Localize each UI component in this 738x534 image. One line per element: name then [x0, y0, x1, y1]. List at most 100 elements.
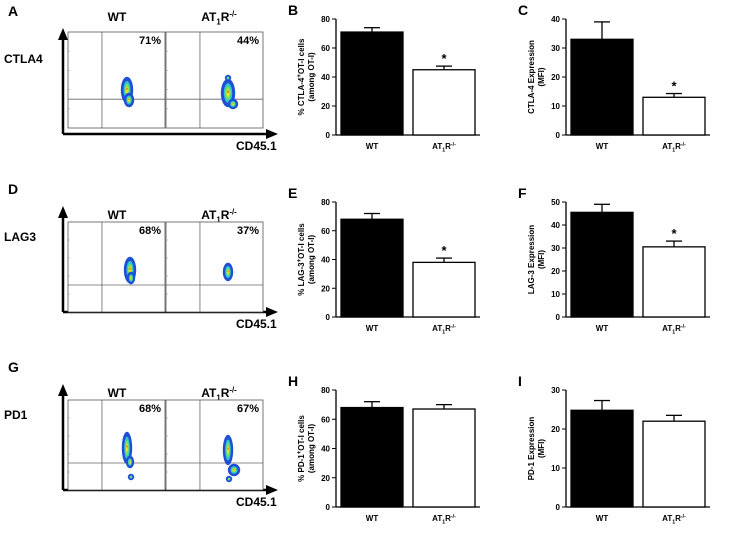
cd45-axis-label: CD45.1 — [236, 317, 277, 331]
ko-label-part: -/- — [681, 514, 686, 520]
ko-column-label: AT1R-/- — [201, 9, 237, 26]
ko-label-part: -/- — [681, 324, 686, 330]
ko-label-part: AT — [201, 386, 217, 400]
ko-label-part: -/- — [451, 324, 456, 330]
y-tick-label: 60 — [321, 44, 330, 53]
y-tick-label: 40 — [551, 221, 560, 230]
ko-label-part: R — [221, 208, 230, 222]
density-blob — [226, 89, 230, 97]
gate-percent: 71% — [139, 35, 161, 47]
density-blob — [128, 98, 130, 100]
y-axis-label-part: % CTLA-4 — [297, 77, 306, 115]
density-blob — [126, 445, 128, 448]
marker-label: LAG3 — [4, 230, 36, 244]
ko-label-part: 1 — [216, 216, 221, 225]
y-tick-label: 20 — [321, 474, 330, 483]
gate-percent: 44% — [237, 35, 259, 47]
cd45-axis-label: CD45.1 — [236, 495, 277, 509]
y-axis-label-part: OT-I cells — [297, 38, 306, 74]
ko-label-part: AT — [662, 142, 672, 151]
y-tick-label: 80 — [321, 386, 330, 395]
flow-panel-pd1: G PD1 CD45.1 WT AT1R-/- 68% 67% — [4, 359, 278, 509]
density-blob — [232, 102, 234, 106]
y-axis-label-part: OT-I cells — [297, 415, 306, 451]
bar-wt — [570, 38, 634, 136]
arrow-head — [266, 307, 278, 317]
ko-label-part: R — [675, 514, 681, 523]
density-plot-wt: 71% — [67, 31, 166, 129]
y-axis-label: % LAG-3+OT-I cells(among OT-I) — [297, 223, 316, 296]
significance-star: * — [441, 51, 447, 66]
x-tick-label: AT1R-/- — [662, 324, 686, 335]
y-axis-label-part: + — [297, 450, 303, 454]
y-axis-label-part: OT-I cells — [297, 223, 306, 259]
arrow-head — [58, 206, 68, 218]
y-tick-label: 20 — [321, 284, 330, 293]
y-axis-label: CTLA-4 Expression(MFI) — [527, 40, 546, 114]
y-axis-label-part: + — [297, 258, 303, 262]
ko-label-part: R — [445, 514, 451, 523]
y-tick-label: 10 — [551, 290, 560, 299]
bar-chart-e: E 0 20 40 60 80 % LAG-3+OT-I cells(among OT-I)… — [288, 185, 480, 335]
y-tick-label: 10 — [551, 464, 560, 473]
marker-label: CTLA4 — [4, 52, 43, 66]
density-plot-ko: 44% — [165, 31, 264, 129]
y-tick-label: 40 — [321, 73, 330, 82]
ko-label-part: -/- — [229, 385, 237, 394]
y-axis-label-line: % PD-1+OT-I cells — [297, 415, 306, 482]
density-plot-ko: 37% — [165, 221, 264, 313]
y-tick-label: 10 — [551, 102, 560, 111]
x-tick-label: WT — [596, 514, 609, 523]
ko-column-label: AT1R-/- — [201, 385, 237, 402]
ko-label-part: 1 — [442, 147, 445, 153]
panel-letter: F — [518, 185, 527, 201]
significance-star: * — [671, 226, 677, 241]
x-tick-label: AT1R-/- — [662, 142, 686, 153]
ko-label-part: R — [221, 386, 230, 400]
bar-ko — [642, 246, 706, 318]
gate-percent: 67% — [237, 403, 259, 415]
y-tick-label: 40 — [321, 256, 330, 265]
y-tick-label: 80 — [321, 15, 330, 24]
y-tick-label: 40 — [551, 15, 560, 24]
significance-star: * — [671, 79, 677, 94]
y-tick-label: 20 — [551, 425, 560, 434]
wt-column-label: WT — [108, 386, 127, 400]
density-blob — [130, 277, 132, 278]
x-tick-label: AT1R-/- — [432, 324, 456, 335]
plot-frame — [165, 399, 264, 491]
bar-chart-f: F 0 10 20 30 40 50 LAG-3 Expression(MFI) WT * AT1R… — [518, 185, 710, 335]
arrow-head — [58, 384, 68, 396]
density-blob — [227, 90, 229, 93]
bar-wt — [570, 409, 634, 508]
flow-panel-ctla4: A CTLA4 CD45.1 WT AT1R-/- 71% 44% — [4, 3, 278, 153]
plot-frame — [165, 221, 264, 313]
cd45-axis-label: CD45.1 — [236, 139, 277, 153]
y-tick-label: 60 — [321, 227, 330, 236]
ko-label-part: R — [445, 142, 451, 151]
bar-wt — [340, 31, 404, 136]
density-blob — [228, 478, 230, 480]
bar-ko — [412, 69, 476, 136]
bar-wt — [340, 406, 404, 508]
density-blob — [126, 87, 128, 91]
y-axis-label-line: % LAG-3+OT-I cells — [297, 223, 306, 296]
density-plot-wt: 68% — [67, 399, 166, 491]
plot-frame — [67, 221, 166, 313]
ko-label-part: R — [675, 324, 681, 333]
panel-letter: D — [8, 181, 18, 197]
y-axis-label-part: % PD-1 — [297, 454, 306, 482]
arrow-head — [266, 485, 278, 495]
plot-frame — [67, 399, 166, 491]
y-axis-label-line: (among OT-I) — [307, 52, 316, 102]
x-tick-label: AT1R-/- — [662, 514, 686, 525]
ko-label-part: 1 — [672, 147, 675, 153]
bar-chart-h: H 0 20 40 60 80 % PD-1+OT-I cells(among OT-I) W… — [288, 373, 480, 525]
y-axis-label-line: (MFI) — [537, 439, 546, 458]
bar-ko — [642, 420, 706, 508]
y-axis-label-line: CTLA-4 Expression — [527, 40, 536, 114]
ko-label-part: R — [445, 324, 451, 333]
ko-label-part: 1 — [672, 329, 675, 335]
ko-label-part: 1 — [442, 519, 445, 525]
ko-label-part: AT — [662, 514, 672, 523]
